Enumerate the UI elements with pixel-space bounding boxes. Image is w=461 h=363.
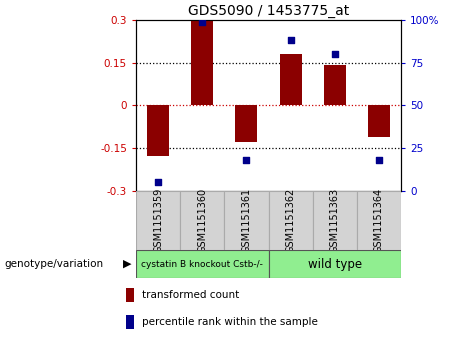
Bar [191,20,213,105]
Title: GDS5090 / 1453775_at: GDS5090 / 1453775_at [188,4,349,17]
FancyBboxPatch shape [268,191,313,250]
Text: GSM1151361: GSM1151361 [242,188,251,253]
FancyBboxPatch shape [268,250,401,278]
Text: GSM1151359: GSM1151359 [153,188,163,253]
Bar [324,65,346,105]
FancyBboxPatch shape [136,250,268,278]
Bar [147,105,169,156]
Point [331,51,338,57]
Text: wild type: wild type [308,258,362,270]
Bar [368,105,390,136]
Text: percentile rank within the sample: percentile rank within the sample [142,317,318,327]
Bar [126,288,134,302]
FancyBboxPatch shape [136,191,180,250]
Point [375,157,383,163]
FancyBboxPatch shape [357,191,401,250]
Bar [279,54,301,105]
Text: transformed count: transformed count [142,290,239,300]
Text: GSM1151360: GSM1151360 [197,188,207,253]
Bar [126,315,134,329]
Text: GSM1151362: GSM1151362 [286,188,296,253]
Text: cystatin B knockout Cstb-/-: cystatin B knockout Cstb-/- [142,260,263,269]
Text: GSM1151363: GSM1151363 [330,188,340,253]
FancyBboxPatch shape [225,191,268,250]
Text: ▶: ▶ [123,259,131,269]
Point [154,179,162,185]
Text: genotype/variation: genotype/variation [5,259,104,269]
FancyBboxPatch shape [180,191,225,250]
Text: GSM1151364: GSM1151364 [374,188,384,253]
Point [287,37,294,43]
FancyBboxPatch shape [313,191,357,250]
Bar [236,105,258,142]
Point [199,19,206,25]
Point [243,157,250,163]
